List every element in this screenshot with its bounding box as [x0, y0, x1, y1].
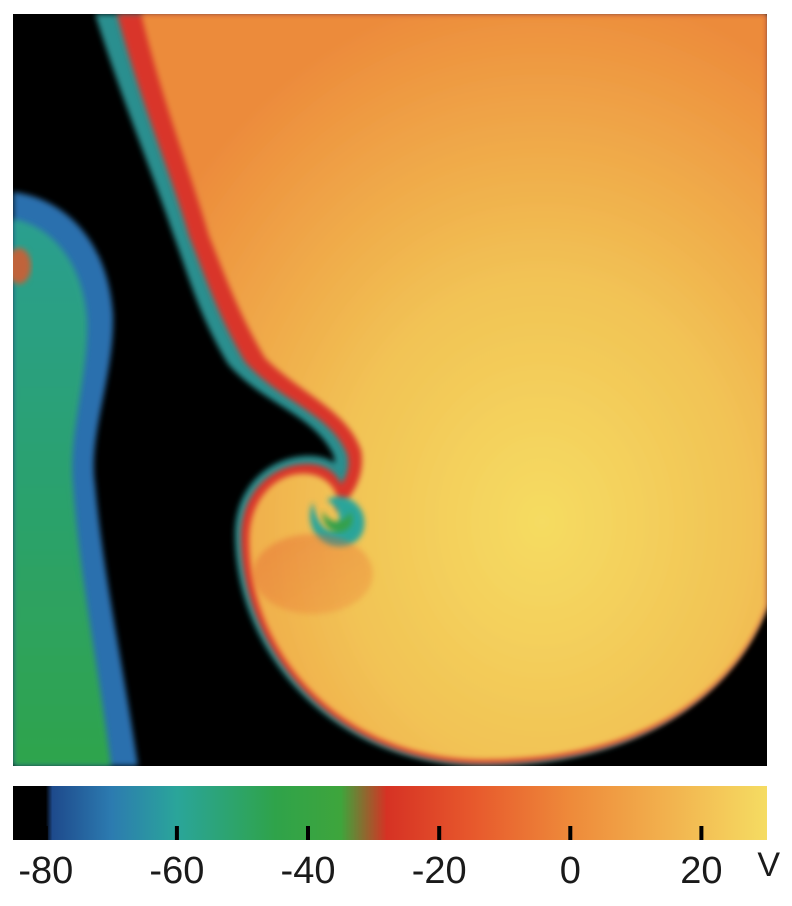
colorbar-tick-mark — [568, 826, 573, 840]
voltage-field-svg — [13, 14, 767, 766]
colorbar-tick-mark — [306, 826, 310, 840]
left-wave-hotspot — [13, 248, 31, 284]
voltage-field-image — [13, 14, 767, 766]
colorbar-tick-mark — [699, 826, 704, 840]
colorbar-tick-label: 0 — [559, 850, 581, 892]
colorbar-tick-label: -60 — [149, 850, 205, 892]
colorbar-unit-label: V — [757, 846, 781, 884]
colorbar-ticks — [43, 826, 704, 840]
colorbar-gradient — [13, 786, 767, 840]
colorbar-tick-label: -80 — [18, 850, 74, 892]
colorbar-tick-label: 20 — [680, 850, 723, 892]
colorbar-tick-mark — [437, 826, 442, 840]
colorbar-tick-labels: V -80 -60 -40 -20 0 20 — [0, 842, 792, 902]
colorbar-tick-mark — [43, 826, 48, 840]
colorbar-tick-mark — [174, 826, 179, 840]
colorbar-tick-label: -20 — [411, 850, 467, 892]
colorbar — [13, 786, 767, 840]
spiral-tip-core — [309, 496, 365, 547]
spiral-tip-glow — [253, 534, 373, 614]
colorbar-tick-label: -40 — [280, 850, 336, 892]
spiral-tip-inner — [322, 510, 353, 533]
colorbar-svg — [13, 786, 767, 840]
left-wave-body — [13, 219, 111, 766]
